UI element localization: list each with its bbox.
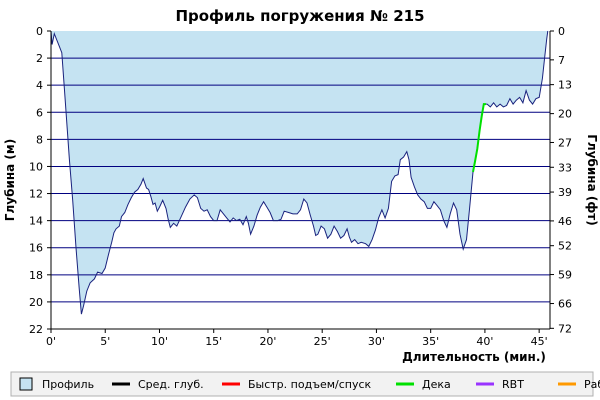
y-tick-label-left: 2 (36, 52, 43, 65)
y-axis-label-right: Глубина (фт) (585, 134, 599, 225)
y-tick-label-right: 72 (558, 322, 572, 335)
y-tick-label-left: 16 (29, 242, 43, 255)
legend-items: Профиль Сред. глуб. Быстр. подъем/спуск Дек… (19, 377, 600, 391)
y-tick-label-left: 0 (36, 25, 43, 38)
legend-frame (10, 371, 594, 397)
y-tick-label-right: 33 (558, 161, 572, 174)
y-tick-label-left: 20 (29, 296, 43, 309)
x-tick-label: 40' (476, 335, 493, 348)
y-tick-label-left: 18 (29, 269, 43, 282)
legend-label: Сред. глуб. (138, 378, 204, 391)
y-tick-label-left: 12 (29, 188, 43, 201)
x-tick-label: 20' (259, 335, 276, 348)
y-tick-label-left: 4 (36, 79, 43, 92)
y-tick-label-right: 0 (558, 25, 565, 38)
y-tick-label-left: 8 (36, 133, 43, 146)
x-axis-label: Длительность (мин.) (402, 350, 546, 364)
legend-label: Профиль (42, 378, 94, 391)
x-tick-label: 45' (531, 335, 548, 348)
legend-label: Дека (422, 378, 451, 391)
y-tick-label-right: 7 (558, 54, 565, 67)
y-tick-label-right: 66 (558, 298, 572, 311)
x-tick-label: 10' (151, 335, 168, 348)
tick-labels-layer: 0' 5' 10' 15' 20' 25' 30' 35' 40' 45'024681012141… (29, 25, 572, 348)
profile-line (50, 30, 549, 315)
legend-label: Быстр. подъем/спуск (248, 378, 372, 391)
y-tick-label-right: 59 (558, 269, 572, 282)
y-tick-label-left: 22 (29, 323, 43, 336)
deco-segment (472, 103, 486, 173)
y-tick-label-right: 13 (558, 79, 572, 92)
y-tick-label-right: 20 (558, 108, 572, 121)
legend-label: RBT (502, 378, 524, 391)
x-tick-label: 0' (46, 335, 56, 348)
y-tick-label-right: 52 (558, 240, 572, 253)
x-tick-label: 5' (100, 335, 110, 348)
y-tick-label-left: 6 (36, 106, 43, 119)
profile-line-layer (50, 30, 549, 315)
legend: Профиль Сред. глуб. Быстр. подъем/спуск Дек… (10, 371, 600, 397)
profile-area (51, 31, 548, 315)
x-tick-label: 35' (422, 335, 439, 348)
y-tick-label-left: 14 (29, 215, 43, 228)
y-tick-label-right: 46 (558, 215, 572, 228)
legend-label: Раб. (584, 378, 600, 391)
x-tick-label: 30' (368, 335, 385, 348)
y-axis-label-left: Глубина (м) (3, 139, 17, 221)
axes-layer (50, 31, 551, 330)
y-tick-label-right: 39 (558, 186, 572, 199)
profile-area-layer (51, 31, 548, 315)
x-tick-label: 25' (314, 335, 331, 348)
y-tick-label-right: 27 (558, 136, 572, 149)
y-tick-label-left: 10 (29, 160, 43, 173)
legend-swatch-box (19, 377, 33, 391)
x-tick-label: 15' (205, 335, 222, 348)
grid-layer (51, 57, 550, 303)
chart-title: Профиль погружения № 215 (175, 7, 424, 25)
